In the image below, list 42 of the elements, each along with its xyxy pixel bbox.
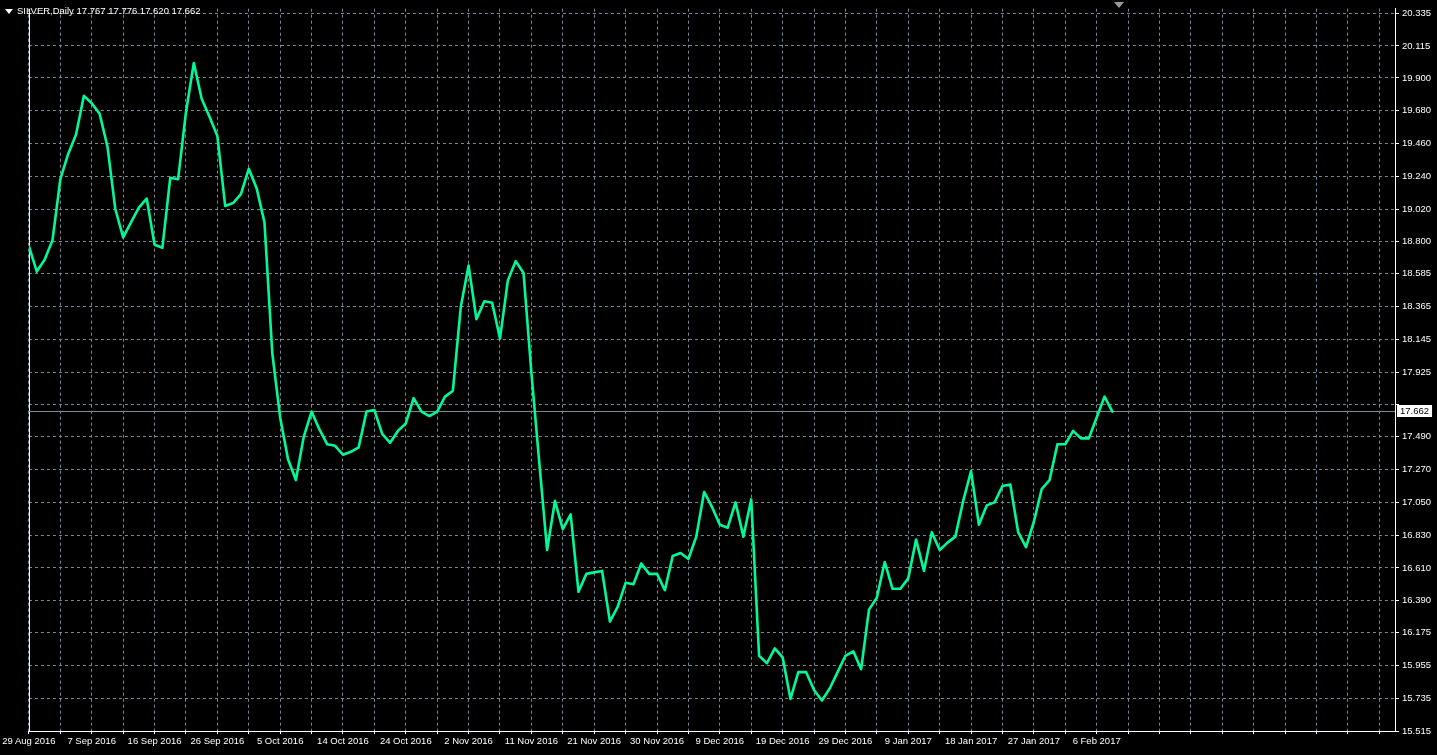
y-tick-label: 18.800 xyxy=(1402,235,1432,247)
y-tick-label: 18.585 xyxy=(1402,267,1432,279)
x-tick-label: 7 Sep 2016 xyxy=(67,735,117,747)
x-tick-label: 9 Dec 2016 xyxy=(695,735,745,747)
y-tick-label: 17.490 xyxy=(1402,430,1432,442)
y-tick-label: 16.610 xyxy=(1402,561,1432,573)
x-tick-label: 29 Aug 2016 xyxy=(2,735,56,747)
y-tick-label: 20.335 xyxy=(1402,6,1432,18)
y-tick-label: 19.240 xyxy=(1402,169,1432,181)
x-tick-label: 24 Oct 2016 xyxy=(379,735,432,747)
y-tick-label: 20.115 xyxy=(1402,39,1431,51)
y-tick-label: 15.955 xyxy=(1402,659,1432,671)
x-tick-label: 29 Dec 2016 xyxy=(818,735,873,747)
y-tick-label: 19.900 xyxy=(1402,71,1432,83)
x-tick-label: 26 Sep 2016 xyxy=(190,735,245,747)
x-tick-label: 6 Feb 2017 xyxy=(1072,735,1121,747)
y-tick-label: 16.175 xyxy=(1402,626,1432,638)
x-tick-label: 14 Oct 2016 xyxy=(317,735,369,747)
x-tick-label: 27 Jan 2017 xyxy=(1007,735,1061,747)
x-tick-label: 2 Nov 2016 xyxy=(444,735,493,747)
chart-title: SILVER,Daily 17.767 17.776 17.620 17.662 xyxy=(17,5,201,16)
x-tick-label: 9 Jan 2017 xyxy=(884,735,932,747)
y-tick-label: 17.925 xyxy=(1402,365,1432,377)
y-tick-label: 16.830 xyxy=(1402,528,1432,540)
x-tick-label: 11 Nov 2016 xyxy=(504,735,558,747)
y-tick-label: 19.020 xyxy=(1402,202,1432,214)
y-tick-label: 19.680 xyxy=(1402,104,1432,116)
x-tick-label: 19 Dec 2016 xyxy=(755,735,810,747)
y-tick-label: 17.270 xyxy=(1402,463,1432,475)
y-tick-label: 15.515 xyxy=(1402,724,1432,736)
x-tick-label: 16 Sep 2016 xyxy=(127,735,182,747)
x-tick-label: 18 Jan 2017 xyxy=(944,735,998,747)
y-tick-label: 16.390 xyxy=(1402,594,1432,606)
ref-line-label: 17.662 xyxy=(1400,405,1430,417)
y-tick-label: 17.050 xyxy=(1402,496,1432,508)
y-tick-label: 18.145 xyxy=(1402,332,1432,344)
y-tick-label: 19.460 xyxy=(1402,137,1432,149)
x-tick-label: 21 Nov 2016 xyxy=(567,735,622,747)
y-tick-label: 18.365 xyxy=(1402,300,1432,312)
y-tick-label: 15.735 xyxy=(1402,691,1432,703)
x-tick-label: 30 Nov 2016 xyxy=(630,735,684,747)
x-tick-label: 5 Oct 2016 xyxy=(256,735,304,747)
